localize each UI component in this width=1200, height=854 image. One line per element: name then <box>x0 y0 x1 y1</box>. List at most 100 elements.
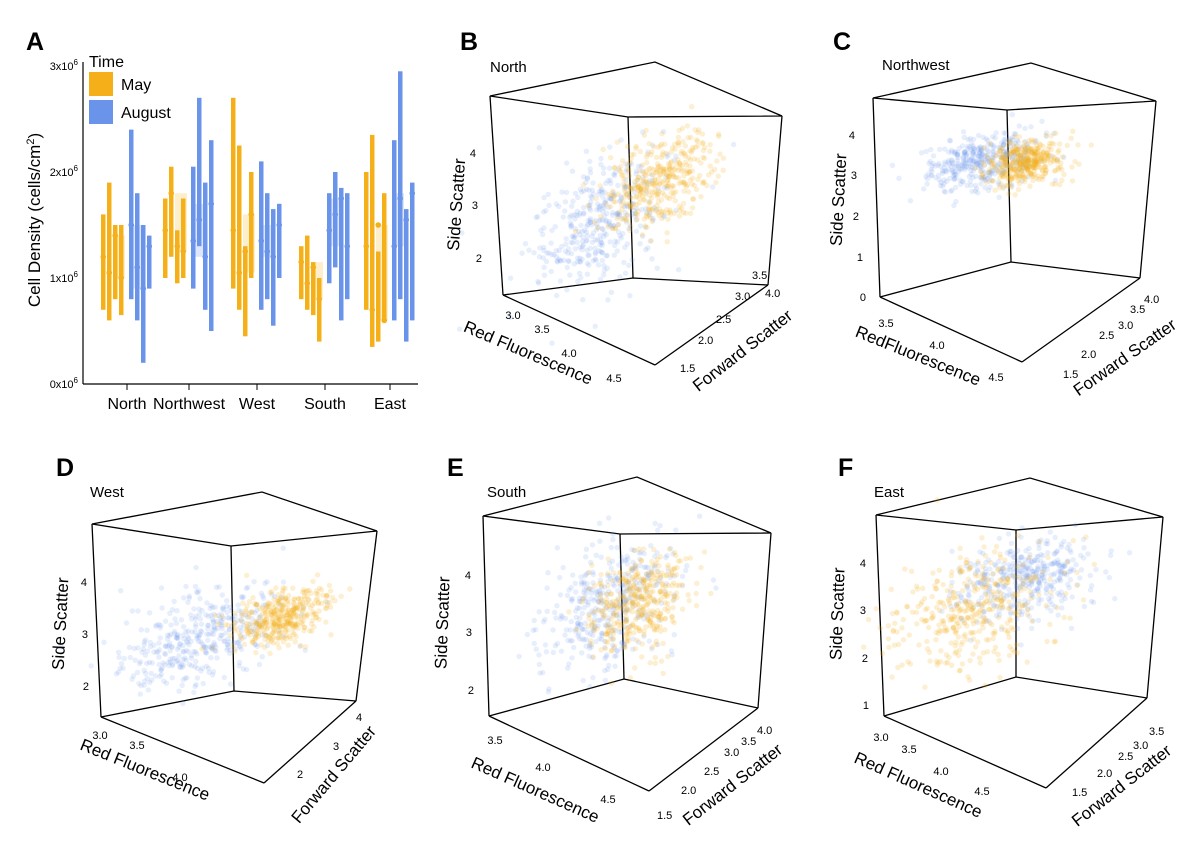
point-august <box>563 236 569 242</box>
point-august <box>929 163 935 169</box>
point-may <box>650 588 656 595</box>
point-august <box>632 210 639 217</box>
point-may <box>653 191 660 197</box>
point-may <box>1046 153 1052 159</box>
point-august <box>967 144 973 150</box>
x-tick: 4.5 <box>600 794 615 806</box>
point-august <box>1007 143 1014 149</box>
point-may <box>1039 167 1046 173</box>
point-may <box>328 588 334 594</box>
point-august <box>586 262 592 268</box>
point-august <box>196 611 203 617</box>
point-may <box>610 636 616 642</box>
point-may <box>1064 559 1070 566</box>
point-may <box>1006 652 1013 659</box>
point-august <box>995 160 1001 166</box>
point-august <box>605 222 612 228</box>
point-august <box>960 179 966 185</box>
point-august <box>1023 149 1029 155</box>
point-august <box>975 160 981 166</box>
point-may <box>1004 168 1011 174</box>
point-may <box>1014 173 1020 180</box>
point-may <box>232 627 238 633</box>
point-august <box>621 203 628 210</box>
point-may <box>298 620 304 626</box>
point-may <box>655 191 661 198</box>
point-may <box>1028 137 1035 143</box>
point-august <box>1005 531 1012 537</box>
point-may <box>623 217 630 223</box>
point-august <box>149 660 155 666</box>
point-may <box>1061 614 1067 621</box>
point-may <box>1039 155 1045 161</box>
x-tick-label: Northwest <box>153 396 226 413</box>
point-may <box>661 170 667 176</box>
range-stripe <box>382 193 387 321</box>
point-may <box>1018 582 1024 589</box>
point-august <box>967 178 973 184</box>
point-august <box>226 627 233 633</box>
point-may <box>643 624 649 630</box>
point-august <box>665 152 671 158</box>
range-stripe <box>147 235 152 289</box>
point-may <box>1008 624 1015 631</box>
point-may <box>608 680 615 686</box>
point-may <box>316 616 322 623</box>
point-august <box>516 653 522 660</box>
point-may <box>998 158 1005 164</box>
point-august <box>226 615 232 621</box>
point-august <box>193 564 199 571</box>
point-may <box>933 637 939 643</box>
point-may <box>1003 157 1009 163</box>
point-august <box>164 636 170 642</box>
point-august <box>535 278 541 285</box>
point-august <box>586 187 592 193</box>
point-may <box>953 639 959 645</box>
point-may <box>1027 554 1033 560</box>
point-may <box>668 185 674 191</box>
point-august <box>543 649 550 655</box>
point-may <box>1012 159 1019 165</box>
point-may <box>669 572 676 578</box>
point-may <box>888 586 894 592</box>
point-may <box>993 603 1000 610</box>
point-august <box>169 675 175 681</box>
point-august <box>985 169 991 176</box>
point-august <box>572 234 578 240</box>
point-may <box>1019 164 1025 170</box>
point-august <box>1035 617 1042 624</box>
point-august <box>221 674 227 681</box>
point-august <box>615 210 621 216</box>
point-august <box>1014 137 1020 144</box>
point-may <box>1016 167 1022 173</box>
point-august <box>590 258 596 264</box>
point-may <box>902 566 908 572</box>
x-tick: 3.0 <box>505 310 520 322</box>
point-may <box>1022 157 1029 164</box>
point-may <box>716 131 722 137</box>
point-may <box>665 173 671 180</box>
point-may <box>660 209 666 215</box>
point-may <box>1011 157 1017 163</box>
point-august <box>599 250 605 256</box>
point-august <box>956 145 962 151</box>
point-august <box>617 274 623 280</box>
point-august <box>161 650 168 657</box>
point-august <box>1052 534 1058 541</box>
range-stripe <box>305 235 310 310</box>
point-august <box>553 201 559 207</box>
point-may <box>290 630 296 636</box>
point-august <box>971 165 978 172</box>
point-may <box>975 573 981 579</box>
point-august <box>638 163 644 170</box>
point-may <box>671 174 677 180</box>
point-may <box>987 158 993 164</box>
point-august <box>141 682 147 688</box>
point-august <box>219 632 225 639</box>
point-may <box>631 179 638 185</box>
point-may <box>955 634 961 640</box>
point-august <box>603 654 609 660</box>
point-august <box>952 164 958 170</box>
point-may <box>686 170 692 176</box>
point-august <box>995 168 1001 174</box>
